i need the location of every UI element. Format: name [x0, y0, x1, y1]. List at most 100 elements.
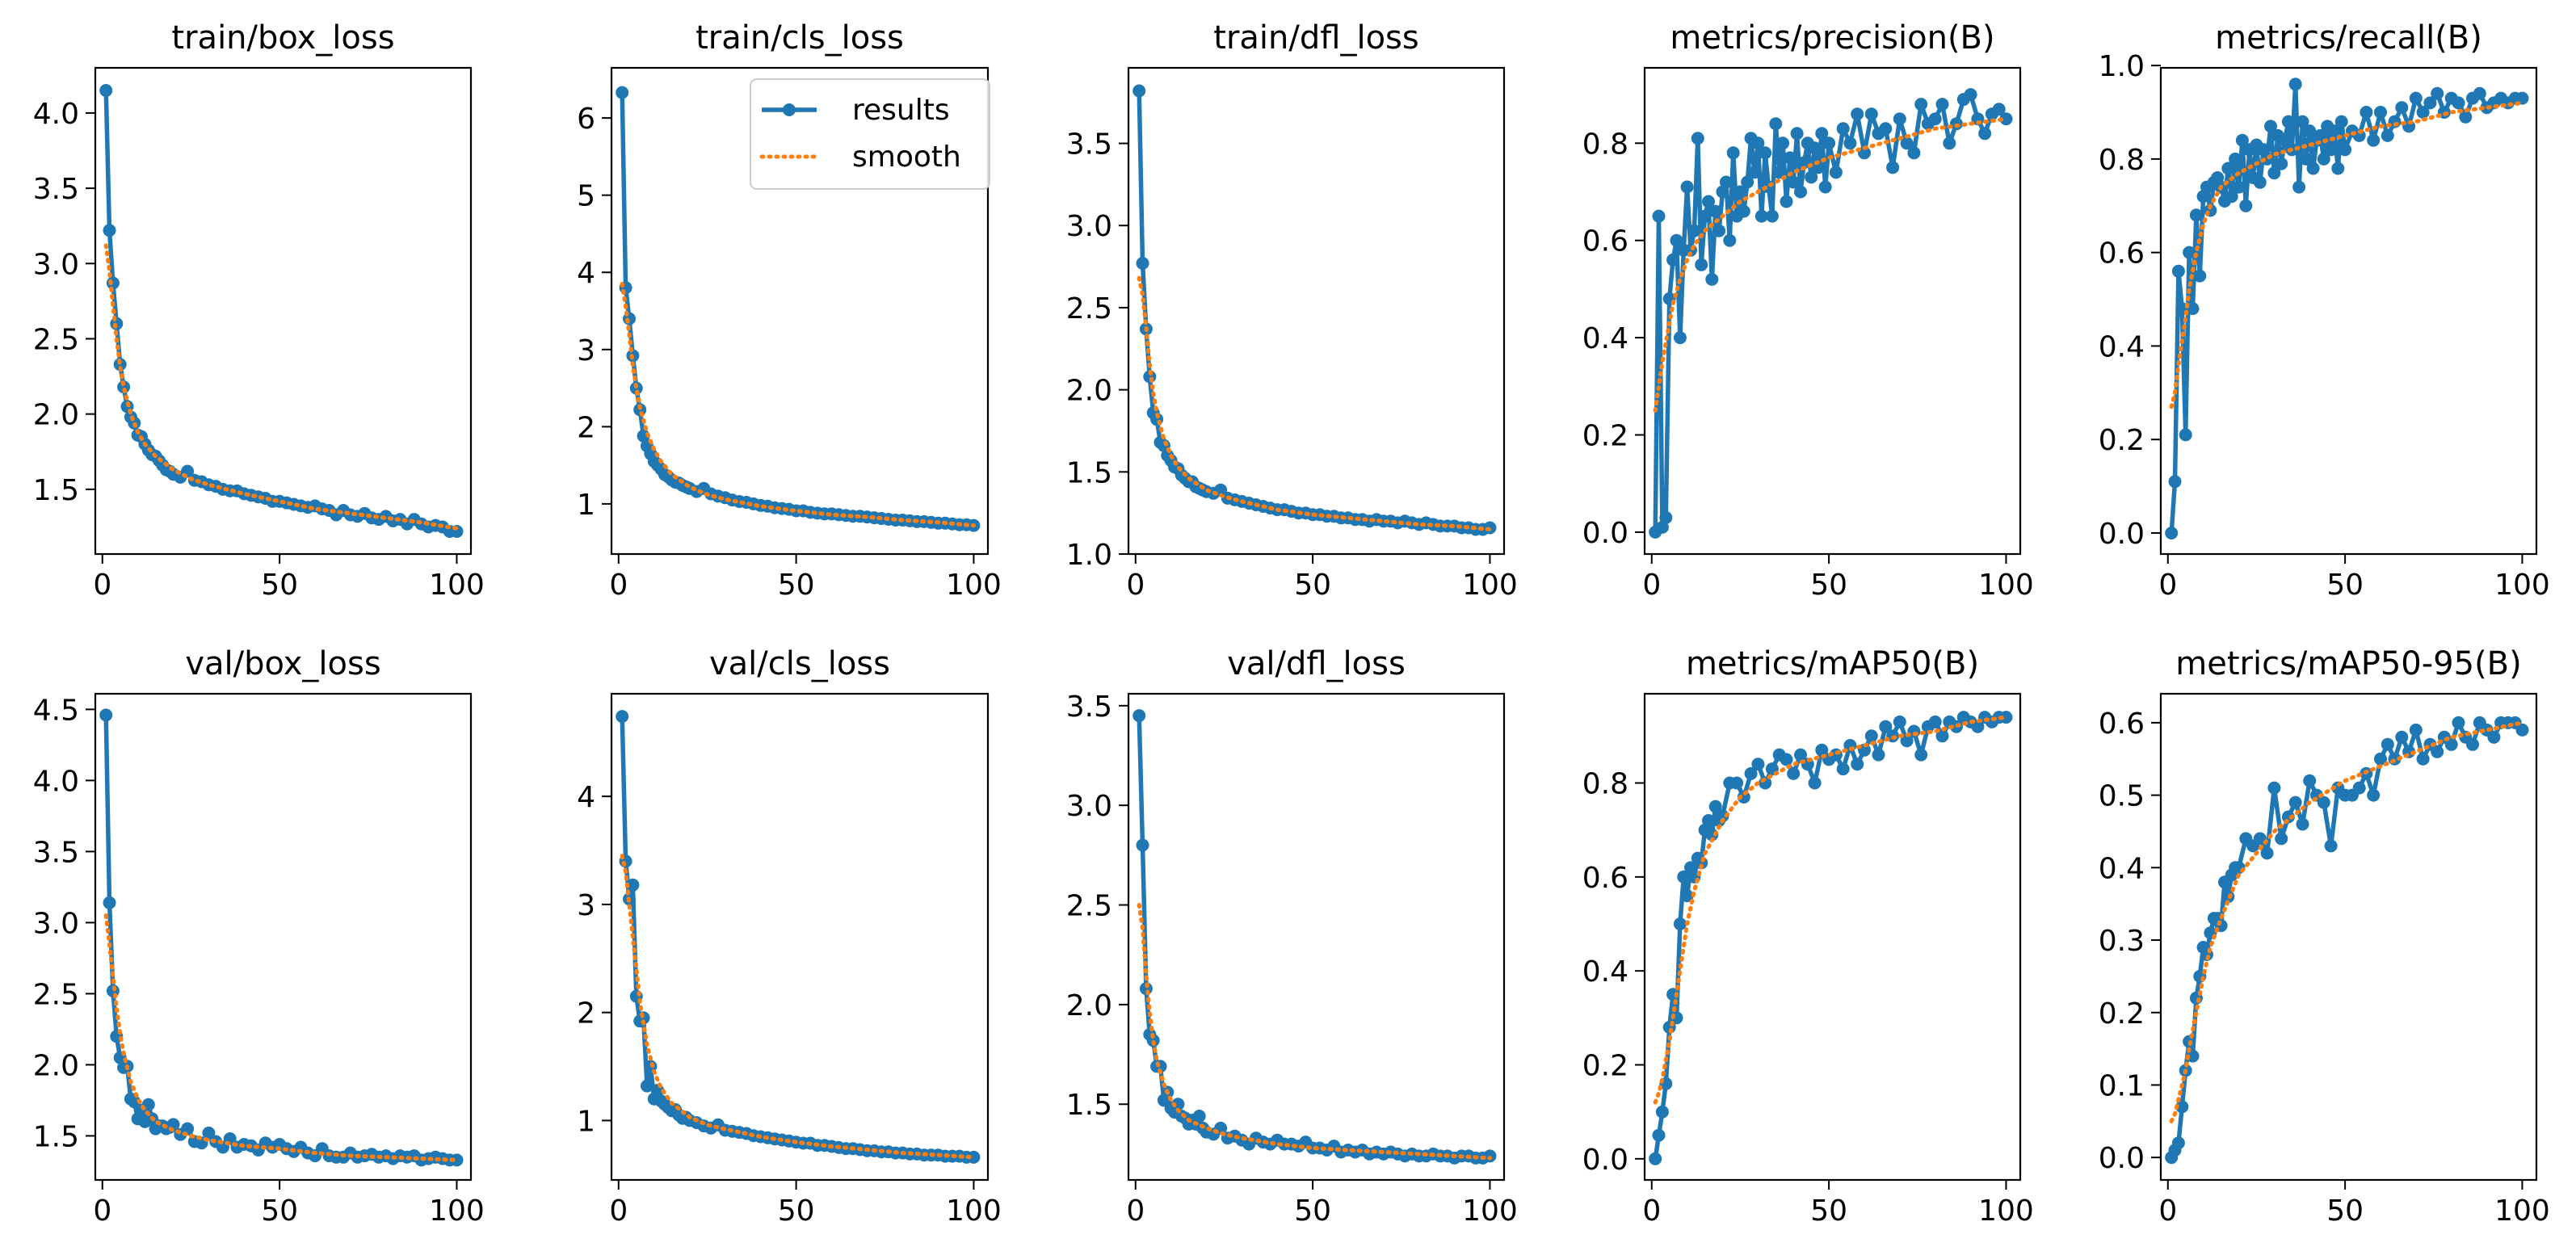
data-point: [1754, 209, 1768, 223]
y-tick-label: 0.0: [2099, 518, 2145, 551]
data-point: [1907, 146, 1921, 160]
data-point: [106, 276, 120, 290]
results-series-line: [2169, 720, 2524, 1159]
plot-area: [1133, 709, 1497, 1165]
data-point: [2171, 264, 2185, 278]
y-tick-label: 1: [577, 1105, 595, 1138]
data-point: [2267, 781, 2281, 795]
x-tick-label: 50: [2326, 1194, 2364, 1228]
plot-area: [616, 86, 981, 532]
data-point: [2165, 527, 2179, 539]
panel-title: metrics/mAP50(B): [1686, 645, 1979, 682]
data-point: [1815, 743, 1829, 757]
smooth-series-line-overlay: [1653, 116, 2008, 413]
y-tick-label: 2.5: [1066, 890, 1112, 923]
data-point: [1751, 758, 1765, 771]
smooth-series-line: [103, 243, 459, 531]
y-tick-label: 0.0: [1582, 517, 1628, 550]
data-point: [1702, 195, 1715, 208]
data-point: [2183, 246, 2196, 259]
x-tick-label: 50: [1810, 1194, 1847, 1228]
panel-title: val/box_loss: [185, 645, 380, 682]
data-point: [2306, 162, 2320, 175]
data-point: [2278, 133, 2292, 147]
data-point: [1702, 814, 1715, 827]
data-point: [1712, 224, 1726, 237]
data-point: [2229, 152, 2242, 166]
data-point: [202, 1126, 216, 1140]
x-tick-label: 50: [778, 569, 815, 602]
smooth-series-line-overlay: [1137, 275, 1492, 531]
x-tick-label: 0: [1126, 569, 1145, 602]
data-point: [1759, 146, 1772, 160]
y-tick-label: 2.5: [1066, 292, 1112, 325]
data-point: [2352, 781, 2366, 795]
x-tick-label: 50: [1294, 569, 1331, 602]
data-point: [1649, 1152, 1662, 1165]
data-point: [1914, 98, 1928, 111]
y-tick-label: 4.0: [33, 98, 79, 131]
panel-title: val/cls_loss: [709, 645, 890, 682]
data-point: [99, 84, 113, 97]
smooth-series-line-overlay: [1653, 715, 2008, 1105]
data-point: [1171, 1098, 1185, 1111]
data-point: [1829, 166, 1843, 179]
y-tick-label: 0.6: [1582, 225, 1628, 258]
data-point: [1815, 127, 1829, 141]
axes-frame: [610, 692, 990, 1182]
panel-title: metrics/recall(B): [2215, 19, 2482, 57]
y-tick-label: 4: [577, 257, 595, 290]
data-point: [1928, 715, 1942, 728]
data-point: [1893, 112, 1906, 126]
y-tick-label: 4.5: [33, 694, 79, 727]
x-tick-label: 50: [778, 1194, 815, 1228]
x-tick-label: 50: [261, 1194, 298, 1228]
data-point: [2175, 1100, 2189, 1114]
y-tick-label: 0.2: [2099, 424, 2145, 457]
data-point: [2193, 269, 2207, 283]
axes-frame: [1127, 66, 1506, 556]
y-tick-label: 2.0: [33, 399, 79, 432]
data-point: [2189, 208, 2203, 222]
data-point: [1971, 720, 1985, 733]
y-tick-label: 2: [577, 411, 595, 444]
data-point: [1978, 127, 1992, 141]
data-point: [1864, 729, 1878, 743]
y-tick-label: 2.0: [33, 1049, 79, 1082]
data-point: [1772, 166, 1786, 179]
panel-title: metrics/mAP50-95(B): [2175, 645, 2521, 682]
data-point: [1677, 870, 1691, 884]
y-tick-label: 0.4: [1582, 955, 1628, 989]
chart-panel: 0 50 100 1 2 3 4 val/cls_loss: [577, 645, 1002, 1228]
data-point: [2466, 737, 2479, 751]
results-series-line: [1653, 715, 2007, 1160]
plot-area: [1649, 711, 2013, 1165]
y-tick-label: 0.2: [1582, 420, 1628, 453]
data-point: [1780, 195, 1793, 208]
y-tick-label: 3: [577, 889, 595, 922]
data-point: [2168, 475, 2182, 489]
y-tick-label: 0.5: [2099, 780, 2145, 813]
data-point: [2487, 730, 2501, 744]
smooth-series-line-overlay: [1137, 903, 1492, 1161]
y-tick-label: 2.5: [33, 978, 79, 1011]
data-point: [103, 224, 116, 237]
data-point: [2367, 133, 2381, 147]
data-point: [1136, 838, 1149, 852]
smooth-series-line-overlay: [2169, 100, 2524, 409]
y-tick-label: 0.3: [2099, 925, 2145, 958]
y-tick-label: 1.5: [1066, 456, 1112, 489]
data-point: [1769, 117, 1783, 131]
data-point: [1655, 520, 1669, 534]
x-tick-label: 100: [2494, 1194, 2550, 1228]
data-point: [2431, 86, 2444, 100]
data-point: [1851, 107, 1864, 121]
chart-panel: 0 50 100 1.5 2.0 2.5 3.0 3.5 4.0 4.5 val/box_loss: [33, 645, 485, 1228]
data-point: [1914, 748, 1928, 762]
y-tick-label: 1.5: [1066, 1089, 1112, 1122]
y-tick-label: 0.6: [1582, 862, 1628, 895]
y-tick-label: 3: [577, 334, 595, 367]
data-point: [1673, 331, 1687, 345]
data-point: [1843, 136, 1857, 150]
